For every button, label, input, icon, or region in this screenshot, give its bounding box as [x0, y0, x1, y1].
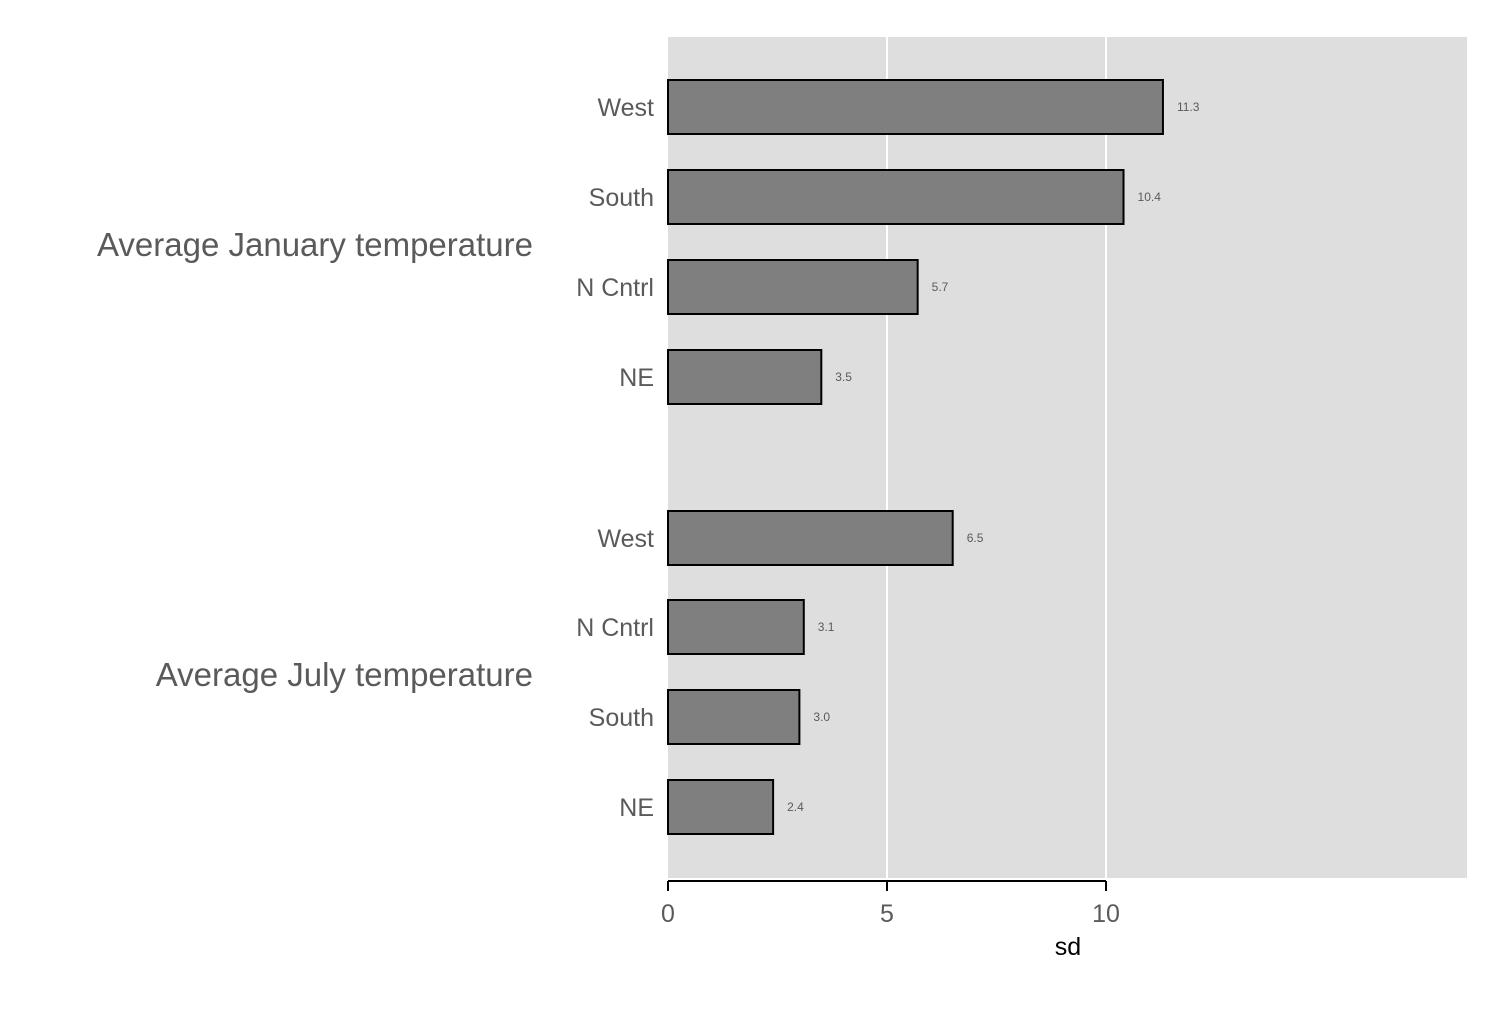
bar — [667, 510, 954, 566]
x-axis-title: sd — [1055, 933, 1081, 961]
bar — [667, 599, 805, 655]
group-label: Average July temperature — [156, 656, 533, 693]
bar — [667, 259, 919, 315]
category-label: South — [589, 704, 654, 732]
value-label: 10.4 — [1138, 190, 1162, 204]
category-label: West — [598, 525, 655, 553]
value-label: 2.4 — [787, 800, 804, 814]
category-label: South — [589, 184, 654, 212]
value-label: 3.0 — [813, 710, 830, 724]
category-label: N Cntrl — [576, 614, 654, 642]
value-label: 3.5 — [835, 370, 852, 384]
category-label: N Cntrl — [576, 274, 654, 302]
bar — [667, 349, 823, 405]
bar — [667, 779, 775, 835]
plot-panel — [668, 37, 1467, 878]
group-label: Average January temperature — [97, 226, 533, 263]
bar — [667, 169, 1125, 225]
category-label: NE — [619, 364, 654, 392]
x-tick-label: 0 — [661, 900, 675, 928]
value-label: 5.7 — [932, 280, 949, 294]
category-label: NE — [619, 794, 654, 822]
x-tick-label: 5 — [880, 900, 894, 928]
bar — [667, 79, 1164, 135]
value-label: 3.1 — [818, 620, 835, 634]
bar — [667, 689, 801, 745]
value-label: 11.3 — [1177, 100, 1200, 114]
category-label: West — [598, 94, 655, 122]
value-label: 6.5 — [967, 531, 984, 545]
x-tick-label: 10 — [1092, 900, 1120, 928]
